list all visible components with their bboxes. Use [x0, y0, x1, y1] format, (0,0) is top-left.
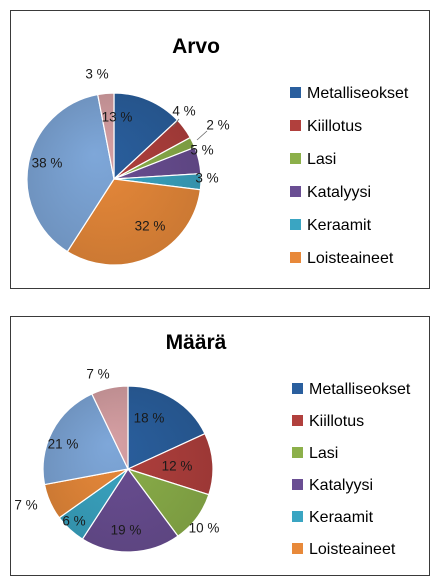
data-label: 3 % — [85, 67, 108, 82]
data-label: 18 % — [134, 411, 165, 426]
chart-title: Määrä — [166, 331, 227, 354]
legend-label: Metalliseokset — [309, 381, 411, 398]
pie — [42, 385, 214, 553]
pie-slice-katalyysi — [81, 467, 179, 553]
pie-slice-unlabeled-6 — [26, 93, 115, 253]
legend-swatch — [290, 153, 301, 164]
pie-slice-unlabeled-7 — [96, 92, 115, 180]
legend-label: Lasi — [309, 445, 338, 462]
data-label: 5 % — [190, 143, 213, 158]
legend-swatch — [290, 252, 301, 263]
data-label: 19 % — [111, 523, 142, 538]
pie-slice-unlabeled-7 — [91, 385, 129, 470]
pie-slice-unlabeled-6 — [42, 393, 129, 486]
legend-swatch — [292, 415, 303, 426]
pie-chart-arvo: Arvo 13 % 4 % 2 % 5 % 3 % 32 % 38 % 3 % Metallis… — [10, 10, 430, 289]
legend-label: Keraamit — [309, 509, 374, 526]
data-label: 7 % — [14, 498, 37, 513]
leader-line — [196, 130, 208, 141]
legend-swatch — [290, 186, 301, 197]
legend-swatch — [292, 447, 303, 458]
data-label: 7 % — [86, 367, 109, 382]
data-label: 4 % — [172, 104, 195, 119]
pie-slice-metalliseokset — [127, 385, 206, 470]
legend-label: Kiillotus — [307, 118, 362, 135]
data-label: 2 % — [206, 118, 229, 133]
legend-label: Kiillotus — [309, 413, 364, 430]
legend: Metalliseokset Kiillotus Lasi Katalyysi Kera… — [292, 381, 411, 558]
data-label: 13 % — [102, 110, 133, 125]
chart-title: Arvo — [172, 35, 220, 58]
pie-chart-maara: Määrä 18 % 12 % 10 % 19 % 6 % 7 % 21 % 7 % Metal… — [10, 316, 430, 576]
legend-label: Loisteaineet — [307, 250, 394, 267]
legend-swatch — [292, 543, 303, 554]
legend-swatch — [292, 383, 303, 394]
legend-swatch — [290, 87, 301, 98]
data-label: 32 % — [135, 219, 166, 234]
legend-label: Katalyysi — [307, 184, 371, 201]
legend-label: Metalliseokset — [307, 85, 409, 102]
legend-label: Lasi — [307, 151, 336, 168]
legend-label: Keraamit — [307, 217, 372, 234]
pie-chart-maara-svg: Määrä 18 % 12 % 10 % 19 % 6 % 7 % 21 % 7 % Metal… — [14, 331, 411, 558]
pie — [26, 92, 202, 266]
legend: Metalliseokset Kiillotus Lasi Katalyysi Kera… — [290, 85, 409, 267]
legend-swatch — [290, 120, 301, 131]
data-label: 38 % — [32, 156, 63, 171]
legend-label: Katalyysi — [309, 477, 373, 494]
pie-slice-kiillotus — [126, 432, 214, 496]
data-label: 3 % — [195, 171, 218, 186]
pie-slice-metalliseokset — [113, 92, 179, 181]
data-label: 10 % — [189, 521, 220, 536]
legend-label: Loisteaineet — [309, 541, 396, 558]
legend-swatch — [292, 479, 303, 490]
data-label: 12 % — [162, 459, 193, 474]
leader-line — [172, 118, 180, 128]
pie-chart-arvo-svg: Arvo 13 % 4 % 2 % 5 % 3 % 32 % 38 % 3 % Metallis… — [26, 35, 409, 267]
legend-swatch — [292, 511, 303, 522]
data-label: 21 % — [48, 437, 79, 452]
legend-swatch — [290, 219, 301, 230]
data-label: 6 % — [62, 514, 85, 529]
